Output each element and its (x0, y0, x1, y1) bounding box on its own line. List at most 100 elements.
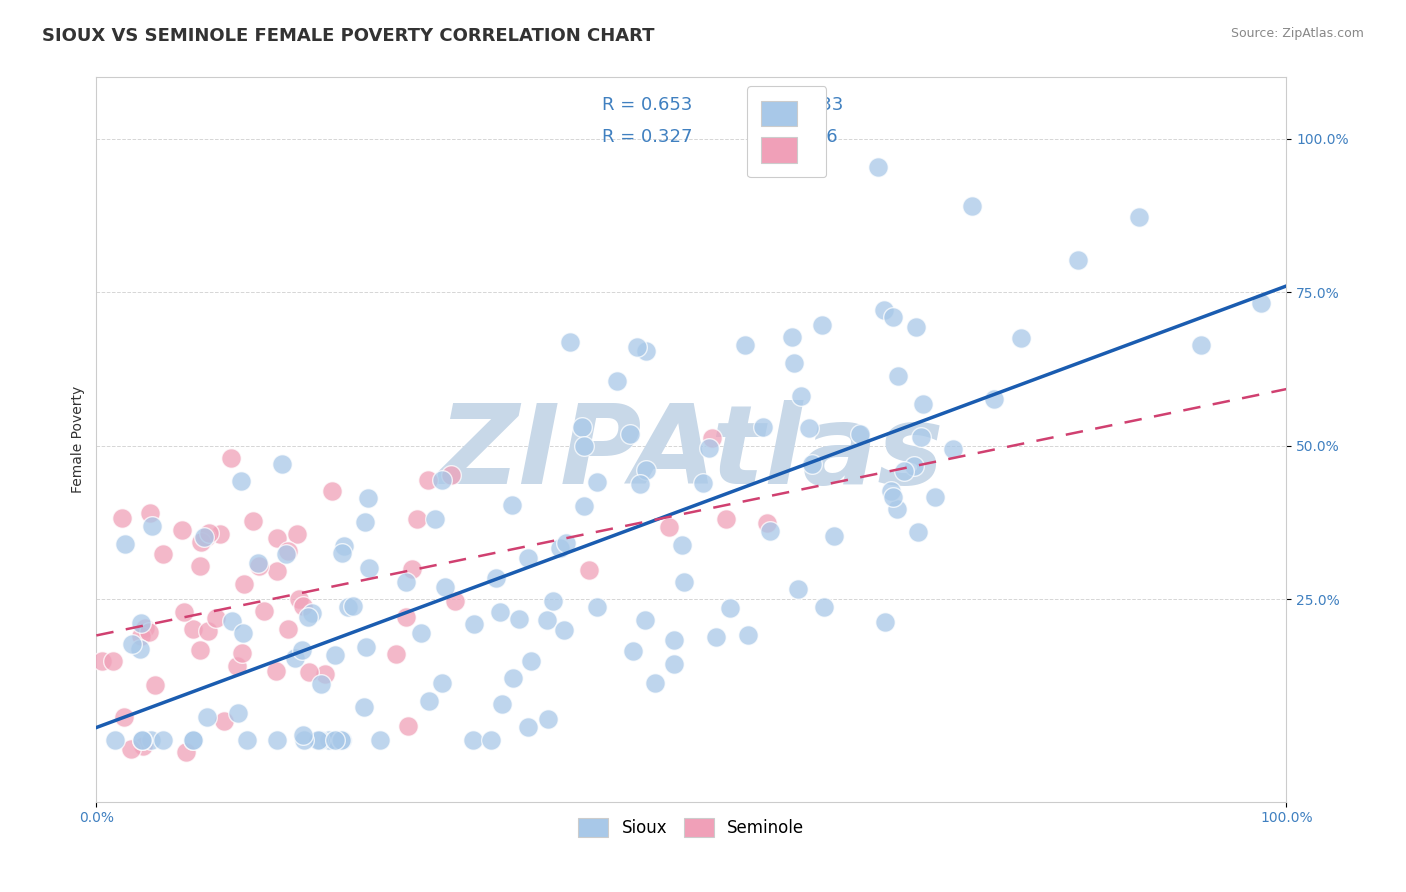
Point (197, 710, 219, 724)
Point (813, 599, 835, 614)
Point (231, 646, 253, 660)
Point (152, 547, 174, 561)
Point (516, 550, 538, 565)
Text: SIOUX VS SEMINOLE FEMALE POVERTY CORRELATION CHART: SIOUX VS SEMINOLE FEMALE POVERTY CORRELA… (42, 27, 655, 45)
Point (309, 733, 332, 747)
Point (333, 539, 356, 553)
Point (479, 733, 502, 747)
Point (811, 318, 834, 332)
Legend: Sioux, Seminole: Sioux, Seminole (572, 812, 811, 844)
Point (221, 450, 243, 465)
Point (112, 709, 135, 723)
Point (181, 733, 204, 747)
Point (405, 512, 427, 526)
Point (430, 675, 453, 690)
Point (619, 426, 641, 441)
Point (671, 538, 693, 552)
Text: N = 133: N = 133 (769, 95, 844, 113)
Point (886, 368, 908, 383)
Point (353, 515, 375, 529)
Point (232, 576, 254, 591)
Point (489, 605, 512, 619)
Point (232, 626, 254, 640)
Text: ZIPAtlas: ZIPAtlas (439, 401, 945, 508)
Point (644, 676, 666, 690)
Point (309, 677, 332, 691)
Point (247, 556, 270, 570)
Point (907, 525, 929, 540)
Point (628, 476, 651, 491)
Point (662, 633, 685, 648)
Point (912, 397, 935, 411)
Point (423, 512, 446, 526)
Point (1128, 210, 1150, 224)
Point (208, 527, 231, 541)
Point (236, 733, 259, 747)
Point (318, 733, 340, 747)
Point (297, 609, 319, 624)
Point (801, 457, 824, 471)
Point (195, 530, 218, 544)
Point (314, 667, 336, 681)
Point (131, 733, 153, 747)
Point (188, 558, 211, 573)
Point (226, 659, 249, 673)
Text: Source: ZipAtlas.com: Source: ZipAtlas.com (1230, 27, 1364, 40)
Point (1189, 338, 1212, 352)
Point (170, 523, 193, 537)
Point (190, 534, 212, 549)
Point (910, 429, 932, 443)
Point (558, 334, 581, 349)
Point (418, 694, 440, 708)
Point (368, 733, 391, 747)
Text: R = 0.653: R = 0.653 (602, 95, 693, 113)
Point (247, 558, 270, 573)
Point (444, 594, 467, 608)
Point (277, 543, 299, 558)
Point (662, 657, 685, 671)
Point (152, 733, 174, 747)
Point (356, 640, 378, 655)
Point (440, 468, 463, 483)
Point (574, 499, 596, 513)
Point (626, 340, 648, 354)
Point (586, 475, 609, 489)
Point (291, 642, 314, 657)
Point (291, 599, 314, 613)
Point (432, 473, 454, 487)
Point (101, 654, 124, 668)
Point (307, 733, 329, 747)
Point (277, 623, 299, 637)
Point (110, 511, 132, 525)
Point (554, 536, 576, 550)
Point (536, 613, 558, 627)
Point (706, 630, 728, 644)
Point (197, 526, 219, 541)
Point (606, 374, 628, 388)
Point (174, 745, 197, 759)
Point (880, 484, 903, 499)
Point (873, 302, 896, 317)
Point (197, 624, 219, 638)
Point (875, 615, 897, 629)
Point (548, 541, 571, 555)
Point (274, 547, 297, 561)
Point (138, 506, 160, 520)
Point (882, 490, 904, 504)
Point (129, 630, 152, 644)
Point (330, 546, 353, 560)
Point (882, 310, 904, 325)
Point (337, 600, 360, 615)
Point (571, 420, 593, 434)
Point (264, 664, 287, 678)
Point (737, 628, 759, 642)
Point (714, 512, 737, 526)
Point (292, 728, 315, 742)
Point (173, 605, 195, 619)
Point (131, 615, 153, 630)
Point (962, 198, 984, 212)
Point (634, 613, 657, 627)
Point (541, 594, 564, 608)
Point (752, 419, 775, 434)
Point (395, 575, 418, 590)
